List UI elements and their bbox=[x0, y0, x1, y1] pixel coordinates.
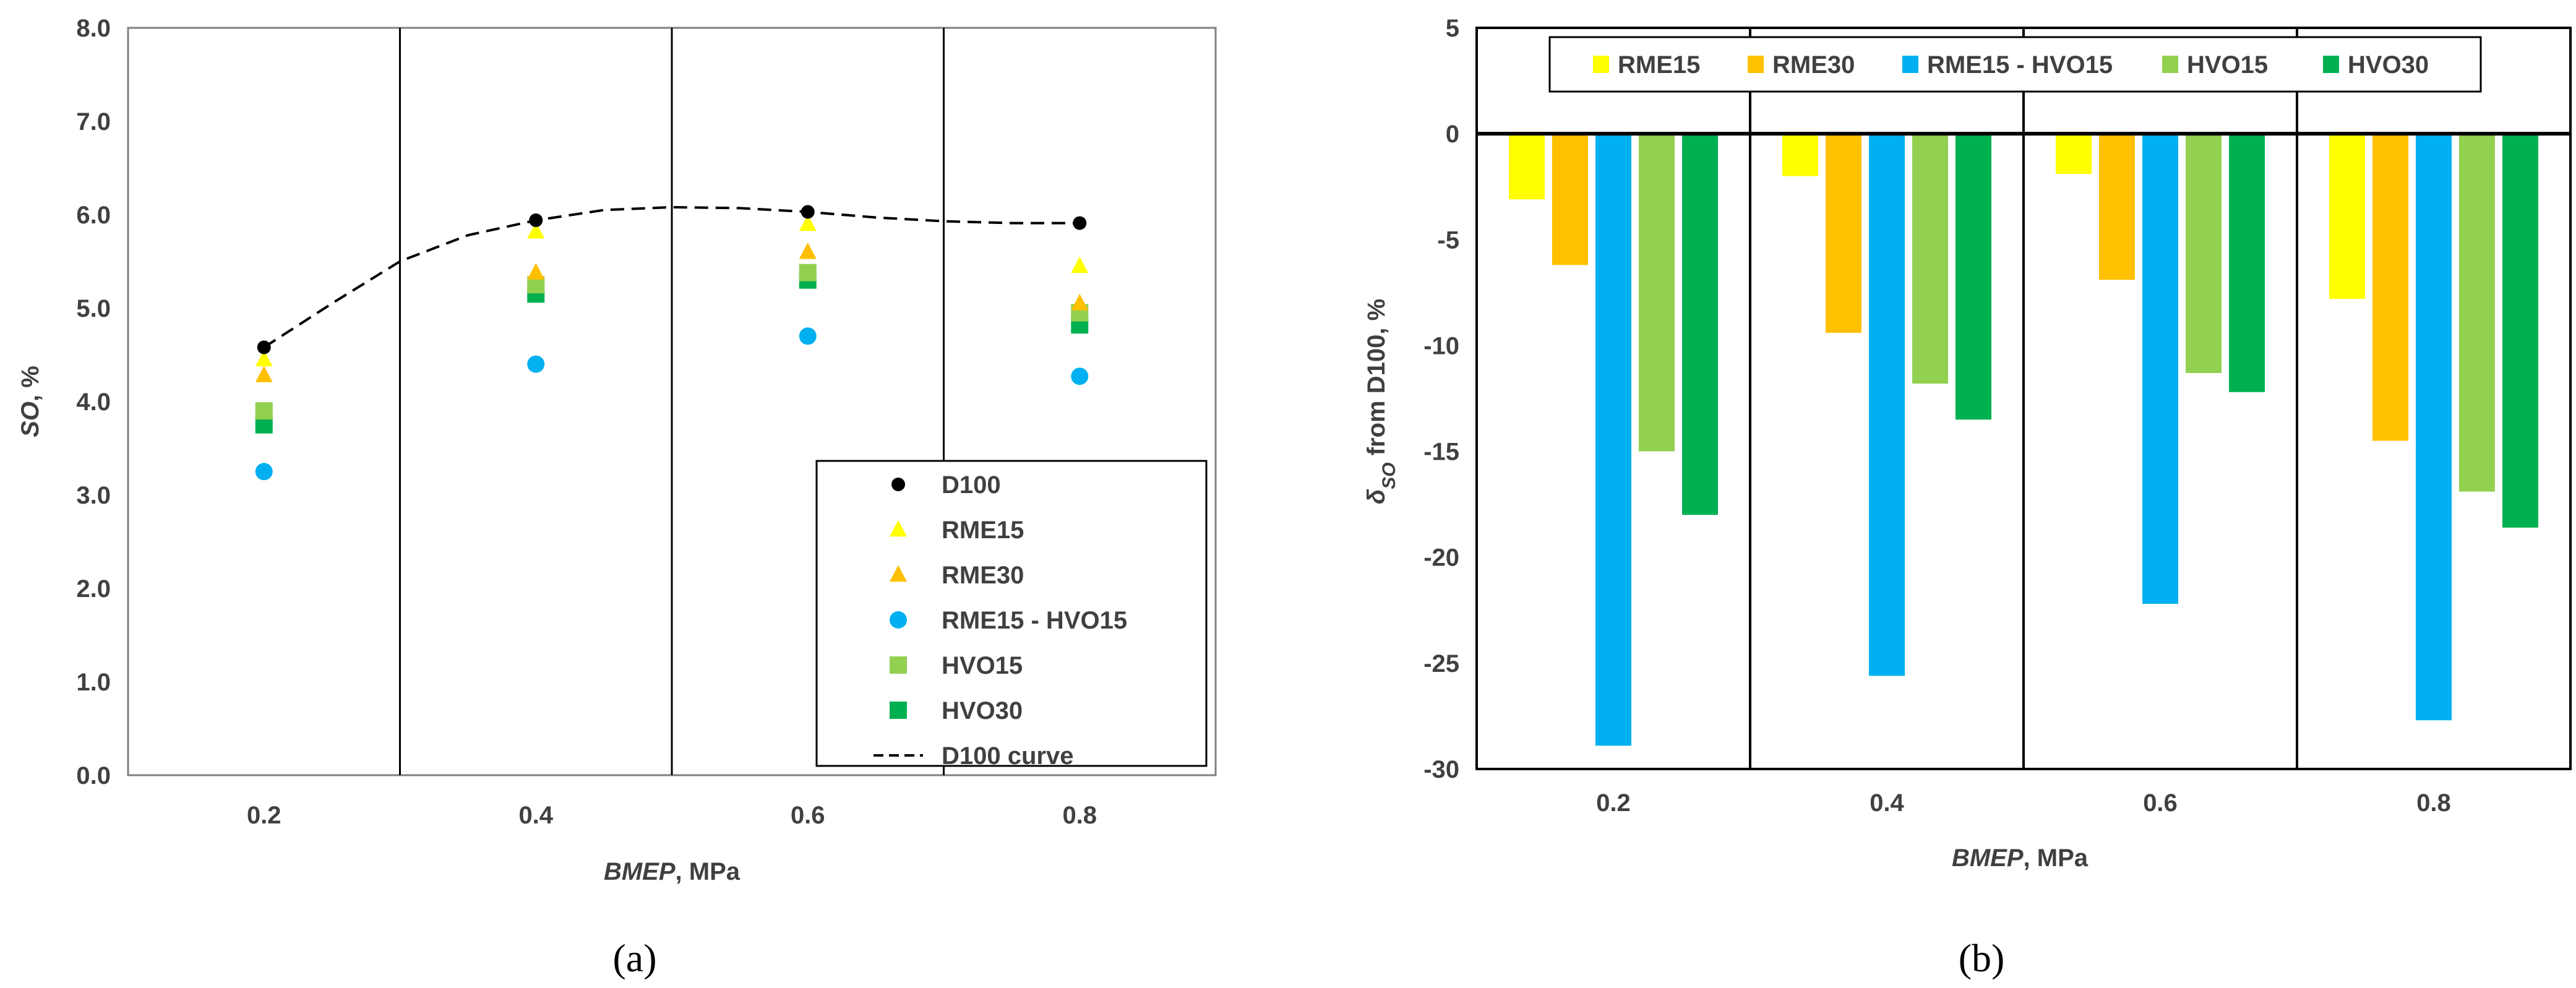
y-tick-label: 6.0 bbox=[76, 202, 111, 229]
chart-b: 5 0 -5 -10 -15 -20 -25 -30 0.2 0.4 0.6 0.8 BMEP, M… bbox=[1363, 15, 2572, 980]
legend-swatch-d100 bbox=[891, 478, 905, 491]
legend-label-rme15-hvo15: RME15 - HVO15 bbox=[1927, 51, 2113, 79]
legend-label-rme30: RME30 bbox=[1772, 51, 1855, 79]
y-tick-label: 5.0 bbox=[76, 295, 111, 322]
y-tick-label: 3.0 bbox=[76, 482, 111, 509]
bar-rme15 bbox=[2329, 134, 2365, 299]
legend-a: D100 RME15 RME30 RME15 - HVO15 HVO15 HVO30 D10… bbox=[815, 460, 1208, 770]
y-tick-label: -30 bbox=[1423, 756, 1459, 783]
y-tick-label: -25 bbox=[1423, 650, 1459, 677]
bar-hvo15 bbox=[1639, 134, 1675, 452]
y-tick-label: 0.0 bbox=[76, 762, 111, 789]
legend-swatch-hvo15 bbox=[890, 656, 907, 674]
bar-rme15-hvo15 bbox=[2416, 134, 2452, 721]
x-tick-label: 0.6 bbox=[2143, 789, 2178, 817]
legend-label-rme15: RME15 bbox=[1618, 51, 1700, 79]
y-tick-label: -15 bbox=[1423, 439, 1459, 466]
bar-rme15-hvo15 bbox=[2142, 134, 2178, 604]
legend-swatch-rme30 bbox=[1748, 56, 1764, 73]
legend-swatch-hvo30 bbox=[2323, 56, 2339, 73]
bar-hvo15 bbox=[2186, 134, 2222, 373]
point-d100 bbox=[529, 213, 543, 228]
d100-curve-line bbox=[263, 205, 1080, 349]
y-axis-label-b: δSO from D100, % bbox=[1363, 299, 1399, 504]
bar-rme30 bbox=[2099, 134, 2135, 280]
y-tick-label: -5 bbox=[1437, 226, 1459, 254]
bar-rme15-hvo15 bbox=[1595, 134, 1631, 746]
x-tick-label: 0.6 bbox=[791, 802, 825, 829]
bar-rme30 bbox=[1552, 134, 1588, 265]
bar-hvo15 bbox=[2459, 134, 2495, 492]
legend-swatch-rme30 bbox=[890, 565, 907, 582]
point-rme30 bbox=[527, 263, 545, 280]
legend-label-hvo30: HVO30 bbox=[2348, 51, 2429, 79]
point-hvo15 bbox=[255, 402, 273, 420]
legend-label-hvo30: HVO30 bbox=[942, 697, 1023, 724]
bar-rme30 bbox=[1826, 134, 1861, 333]
legend-swatch-rme15 bbox=[1593, 56, 1609, 73]
y-tick-label: -20 bbox=[1423, 544, 1459, 572]
y-tick-label: 2.0 bbox=[76, 575, 111, 603]
x-tick-label: 0.4 bbox=[1870, 789, 1904, 817]
point-rme30 bbox=[1071, 294, 1089, 311]
y-axis-label-a: SO, % bbox=[17, 366, 44, 437]
legend-label-rme15: RME15 bbox=[942, 517, 1024, 544]
bar-hvo30 bbox=[1956, 134, 1991, 420]
legend-label-hvo15: HVO15 bbox=[942, 652, 1023, 679]
legend-label-d100-curve: D100 curve bbox=[942, 742, 1073, 770]
legend-swatch-rme15 bbox=[890, 520, 907, 537]
legend-swatch-rme15-hvo15 bbox=[1902, 56, 1918, 73]
legend-label-rme30: RME30 bbox=[942, 562, 1024, 589]
x-axis-label-b: BMEP, MPa bbox=[1952, 844, 2089, 872]
legend-swatch-rme15-hvo15 bbox=[890, 611, 907, 629]
x-tick-label: 0.8 bbox=[2416, 789, 2451, 817]
y-tick-label: 5 bbox=[1446, 15, 1459, 42]
bar-rme15-hvo15 bbox=[1869, 134, 1905, 676]
point-d100 bbox=[1073, 216, 1087, 230]
legend-label-rme15-hvo15: RME15 - HVO15 bbox=[942, 607, 1127, 634]
caption-a: (a) bbox=[612, 936, 656, 980]
point-rme15-hvo15 bbox=[799, 327, 817, 345]
point-rme15 bbox=[799, 214, 817, 231]
point-rme15-hvo15 bbox=[527, 355, 545, 373]
legend-swatch-hvo30 bbox=[890, 702, 907, 719]
legend-box-a bbox=[815, 460, 1208, 767]
point-rme30 bbox=[799, 243, 817, 259]
y-tick-label: 8.0 bbox=[76, 15, 111, 42]
bar-hvo30 bbox=[1682, 134, 1718, 515]
point-rme15-hvo15 bbox=[255, 463, 273, 481]
point-rme15-hvo15 bbox=[1071, 367, 1089, 385]
y-tick-label: 7.0 bbox=[76, 108, 111, 135]
y-tick-label: 0 bbox=[1446, 121, 1459, 148]
bar-hvo15 bbox=[1912, 134, 1948, 384]
legend-b: RME15 RME30 RME15 - HVO15 HVO15 HVO30 bbox=[1548, 36, 2482, 93]
point-d100 bbox=[801, 205, 815, 219]
bar-hvo30 bbox=[2229, 134, 2265, 392]
x-tick-label: 0.8 bbox=[1062, 802, 1097, 829]
x-tick-label: 0.2 bbox=[247, 802, 281, 829]
bar-rme15 bbox=[1509, 134, 1545, 200]
point-rme15 bbox=[1071, 256, 1089, 273]
caption-b: (b) bbox=[1959, 936, 2005, 980]
point-rme30 bbox=[255, 366, 273, 382]
point-hvo15 bbox=[799, 264, 817, 281]
point-rme15 bbox=[527, 221, 545, 239]
y-tick-label: -10 bbox=[1423, 332, 1459, 359]
bar-rme30 bbox=[2372, 134, 2408, 441]
point-rme15 bbox=[255, 350, 273, 367]
bar-rme15 bbox=[2056, 134, 2092, 174]
legend-label-hvo15: HVO15 bbox=[2187, 51, 2268, 79]
x-tick-label: 0.4 bbox=[518, 802, 553, 829]
point-d100 bbox=[257, 340, 271, 354]
bar-rme15 bbox=[1782, 134, 1818, 176]
legend-label-d100: D100 bbox=[942, 471, 1001, 499]
y-tick-label: 1.0 bbox=[76, 669, 111, 696]
chart-a: 0.0 1.0 2.0 3.0 4.0 5.0 6.0 7.0 8.0 0.2 0.4 0.6 0.8… bbox=[17, 15, 1217, 980]
bar-hvo30 bbox=[2502, 134, 2538, 528]
x-axis-label-a: BMEP, MPa bbox=[604, 858, 741, 885]
y-tick-label: 4.0 bbox=[76, 389, 111, 416]
x-tick-label: 0.2 bbox=[1596, 789, 1631, 817]
legend-swatch-hvo15 bbox=[2162, 56, 2178, 73]
